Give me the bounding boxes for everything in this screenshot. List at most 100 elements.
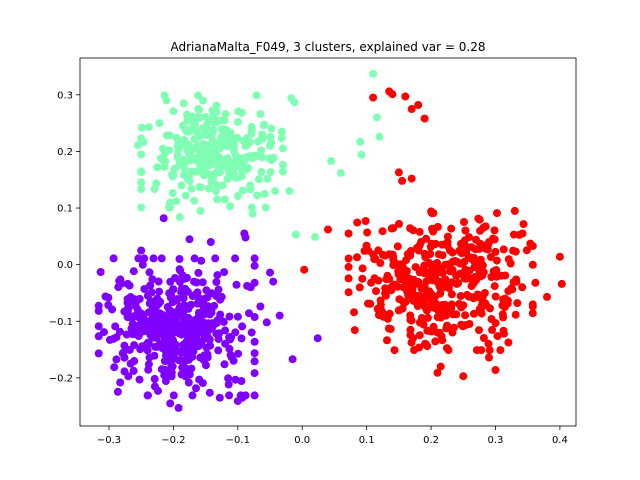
data-point [221,195,230,204]
data-point [396,260,405,269]
data-point [367,278,376,287]
data-point [226,350,235,359]
data-point [379,250,387,259]
data-point [378,227,387,236]
data-point [475,267,484,275]
data-point [108,305,117,314]
data-point [229,356,238,365]
data-point [420,114,429,123]
y-tick-label: −0.2 [49,373,73,384]
data-point [185,235,194,244]
data-point [250,261,259,270]
data-point [431,337,440,346]
data-point [224,380,233,389]
data-point [137,123,146,132]
data-point [399,283,408,292]
data-point [123,295,132,304]
data-point [159,214,168,223]
data-point [485,353,493,362]
data-point [207,155,216,164]
data-point [543,292,551,301]
data-point [124,372,133,381]
data-point [275,311,284,320]
data-point [261,203,270,212]
data-point [155,287,164,296]
data-point [490,282,499,291]
data-point [174,145,183,154]
data-point [427,269,436,278]
data-point [250,391,259,400]
data-point [441,300,450,309]
data-point [209,145,218,153]
data-point [460,218,468,226]
data-point [231,375,240,384]
data-point [442,311,450,320]
data-point [401,297,410,306]
data-point [143,391,152,400]
data-point [180,170,188,179]
data-point [363,228,372,237]
data-point [393,282,402,291]
data-point [492,256,501,265]
data-point [137,203,146,212]
data-point [327,157,336,165]
data-point [172,133,181,142]
data-point [190,254,199,263]
data-point [135,375,144,384]
chart-title: AdrianaMalta_F049, 3 clusters, explained… [171,40,486,54]
data-point [394,168,403,177]
data-point [344,229,353,238]
x-tick-label: 0.4 [552,435,568,446]
data-point [344,262,353,271]
data-point [256,302,265,311]
data-point [172,197,181,206]
data-point [234,107,243,116]
data-point [156,330,165,339]
data-point [205,388,214,397]
data-point [455,246,464,255]
data-point [109,334,118,343]
data-point [232,280,241,289]
data-point [278,160,287,169]
data-point [158,144,167,153]
data-point [245,309,253,318]
data-point [224,374,233,383]
data-point [205,184,213,193]
data-point [206,238,215,246]
data-point [248,209,257,218]
data-point [231,254,240,263]
data-point [125,281,134,290]
data-point [353,253,361,262]
y-tick-label: −0.1 [49,317,73,328]
data-point [369,250,378,259]
data-point [233,312,242,321]
data-point [518,283,527,292]
data-point [179,309,188,318]
data-point [184,378,193,387]
data-point [183,146,192,155]
data-point [526,239,535,248]
data-point [243,141,251,150]
data-point [129,267,138,276]
data-point [479,334,488,342]
data-point [355,283,364,292]
data-point [472,276,480,285]
data-point [358,264,367,273]
data-point [149,309,158,318]
data-point [174,403,183,412]
data-point [387,282,396,291]
data-point [311,232,320,241]
data-point [396,275,405,284]
data-point [162,131,171,140]
data-point [179,324,188,333]
data-point [499,245,508,254]
data-point [184,304,193,313]
data-point [198,278,207,287]
data-point [419,320,428,329]
data-point [409,334,418,342]
data-point [228,166,237,174]
data-point [423,313,432,322]
x-tick-label: −0.1 [226,435,250,446]
data-point [474,244,483,253]
